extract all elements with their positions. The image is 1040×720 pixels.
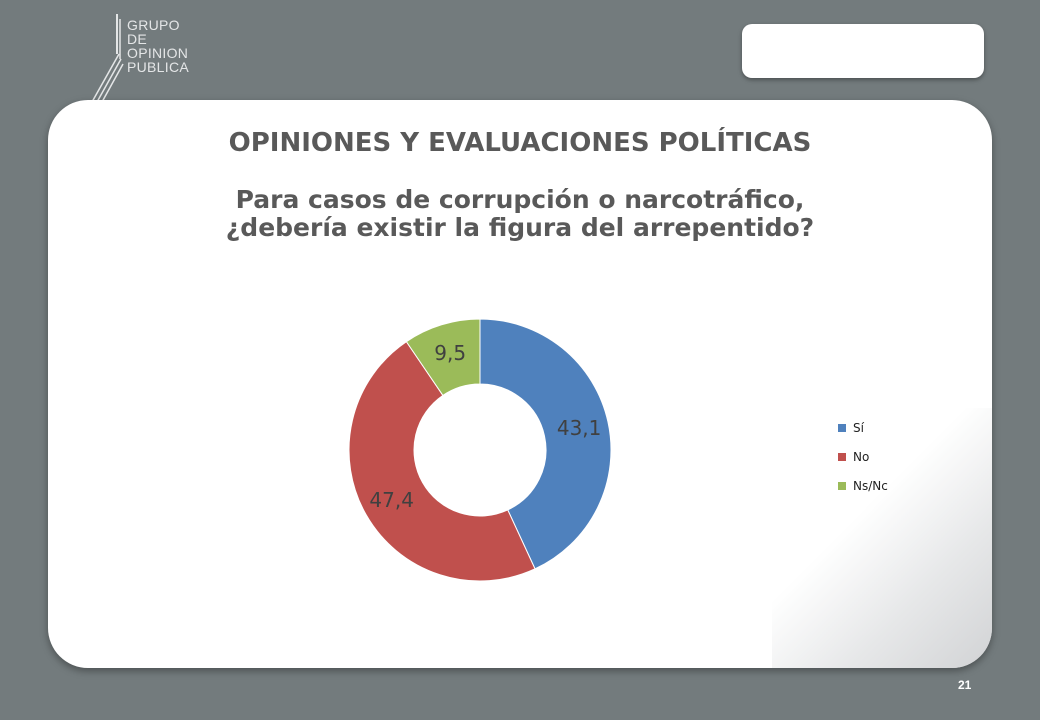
logo-text: GRUPO DE OPINION PUBLICA bbox=[127, 18, 189, 74]
donut-slice-si bbox=[479, 318, 612, 570]
question-line-1: Para casos de corrupción o narcotráfico, bbox=[235, 185, 805, 214]
data-label-nsnc: 9,5 bbox=[434, 341, 466, 365]
legend-label-si: Sí bbox=[853, 420, 864, 435]
logo: GRUPO DE OPINION PUBLICA bbox=[88, 14, 218, 104]
legend-item-nsnc: Ns/Nc bbox=[838, 471, 888, 500]
page-number: 21 bbox=[958, 678, 972, 692]
donut-slice-no bbox=[348, 340, 536, 582]
logo-line: DE bbox=[127, 31, 148, 47]
legend-swatch-si bbox=[838, 423, 846, 432]
logo-line: GRUPO bbox=[127, 17, 180, 33]
logo-stripes-icon bbox=[91, 14, 124, 103]
legend-swatch-nsnc bbox=[838, 481, 846, 490]
logo-line: PUBLICA bbox=[127, 59, 190, 75]
donut-chart: 43,1 47,4 9,5 bbox=[348, 318, 612, 582]
legend-item-si: Sí bbox=[838, 413, 888, 442]
chart-legend: Sí No Ns/Nc bbox=[838, 413, 888, 500]
donut-slice-nsnc bbox=[405, 318, 481, 397]
legend-label-no: No bbox=[853, 449, 870, 464]
question-line-2: ¿debería existir la figura del arrepenti… bbox=[225, 213, 815, 242]
chart-question: Para casos de corrupción o narcotráfico,… bbox=[48, 186, 992, 242]
legend-swatch-no bbox=[838, 452, 846, 461]
slide-title: OPINIONES Y EVALUACIONES POLÍTICAS bbox=[228, 128, 812, 158]
legend-item-no: No bbox=[838, 442, 888, 471]
data-label-no: 47,4 bbox=[369, 488, 414, 512]
legend-label-nsnc: Ns/Nc bbox=[853, 478, 888, 493]
data-label-si: 43,1 bbox=[557, 416, 602, 440]
header-tab-box bbox=[742, 24, 984, 78]
logo-line: OPINION bbox=[127, 45, 189, 61]
slide-card: OPINIONES Y EVALUACIONES POLÍTICAS Para … bbox=[48, 100, 992, 668]
